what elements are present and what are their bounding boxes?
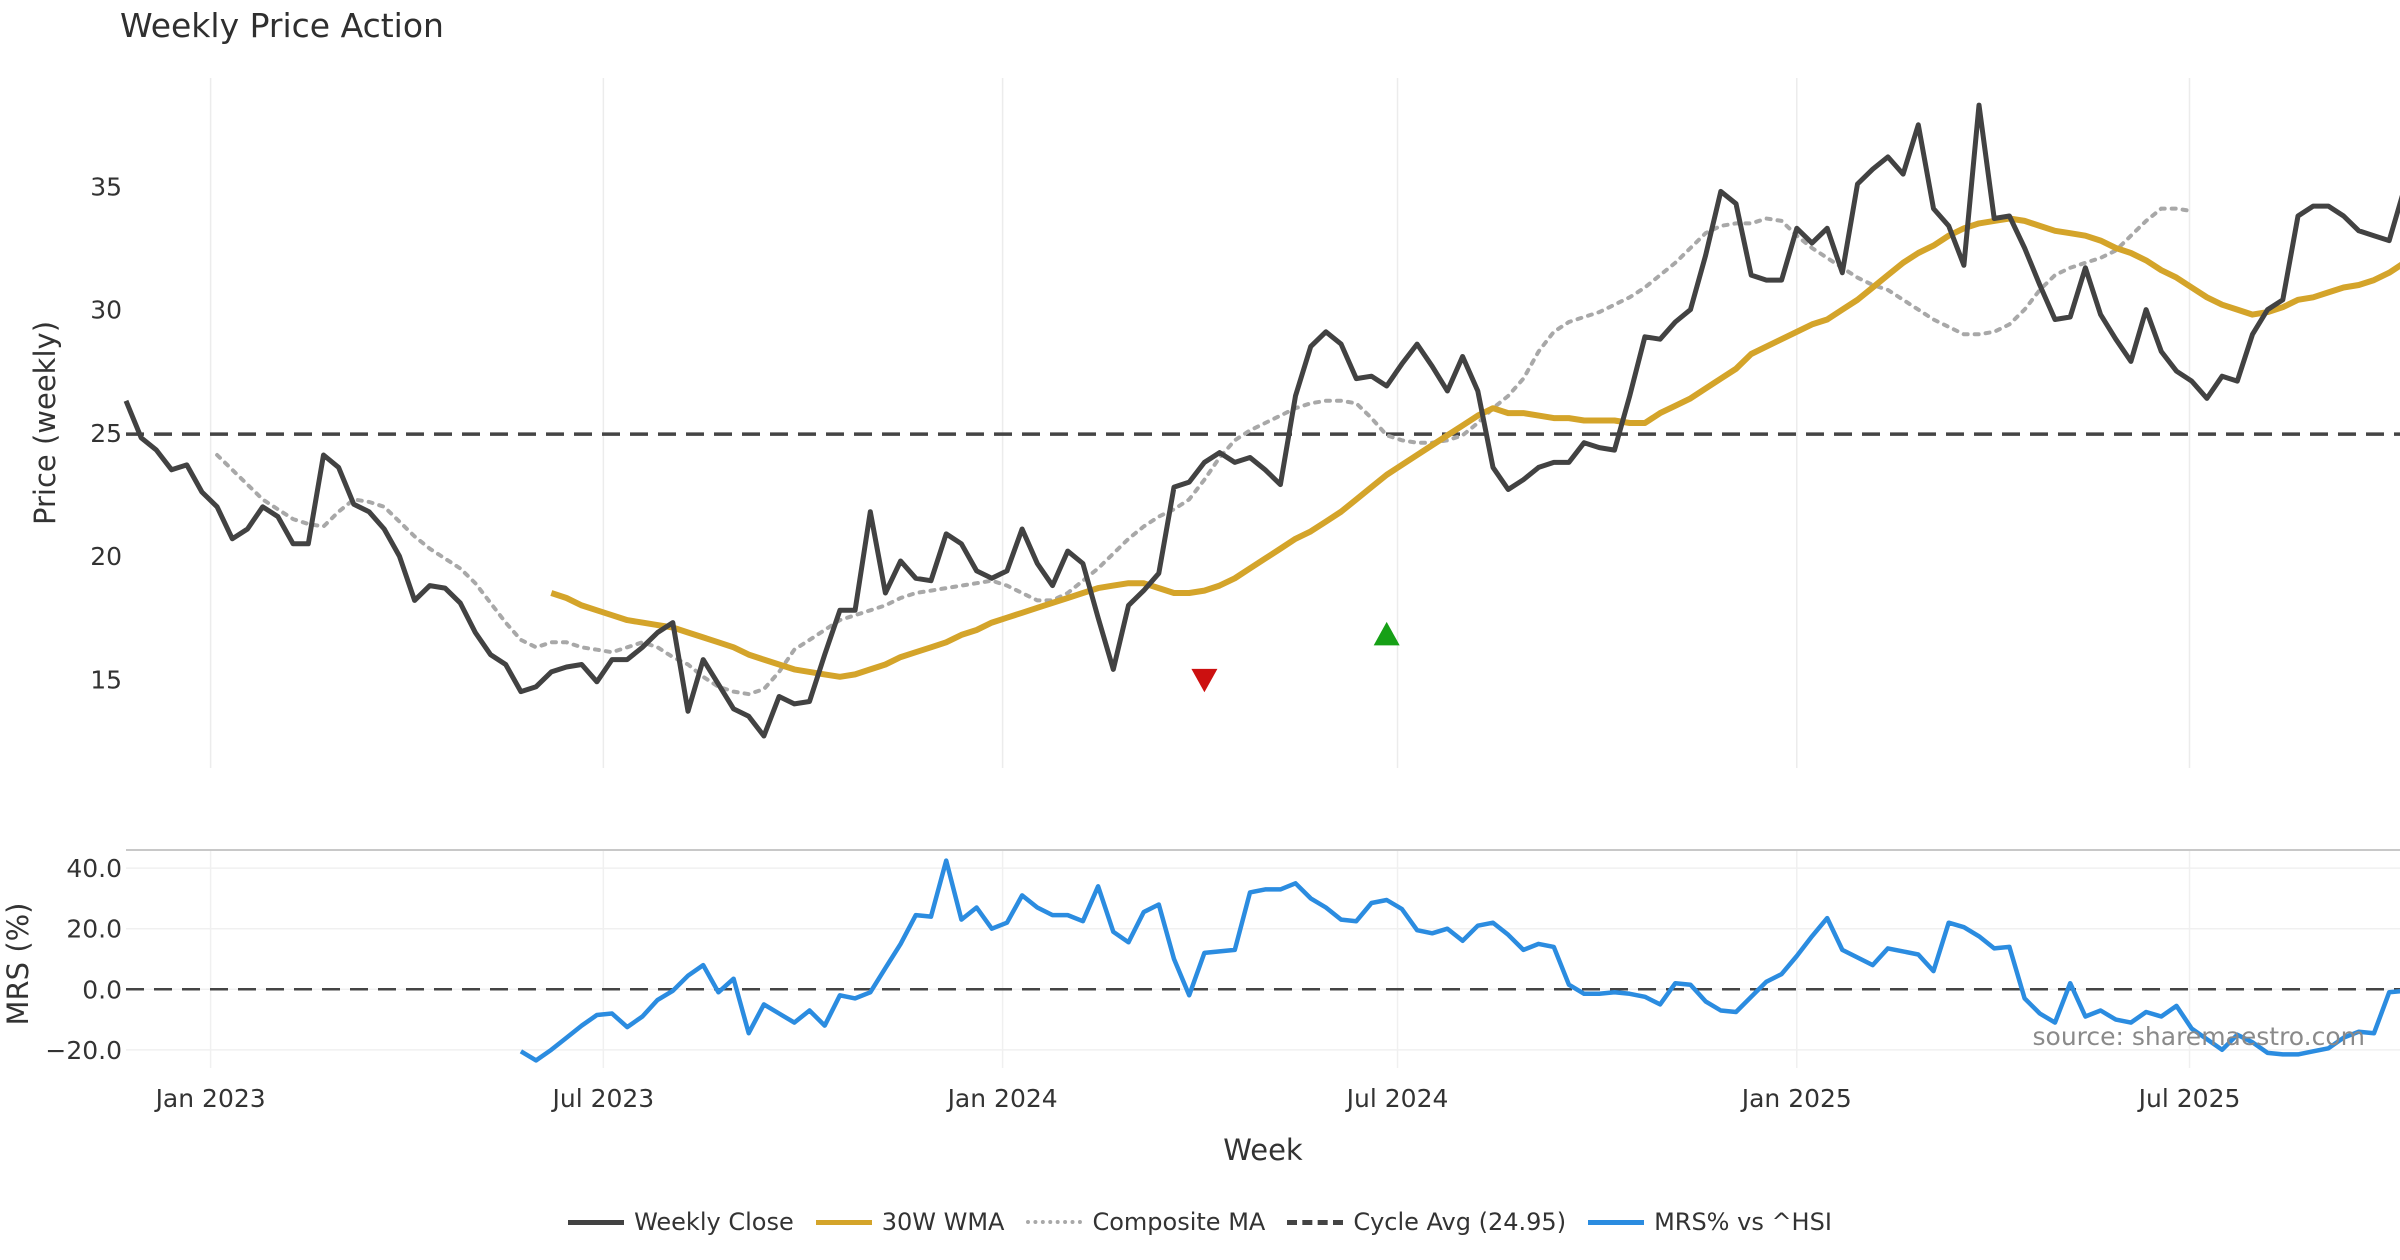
mrs-ylabel: MRS (%) — [1, 903, 35, 1026]
legend-item-wma: 30W WMA — [815, 1208, 1005, 1236]
legend-label: MRS% vs ^HSI — [1654, 1208, 1832, 1236]
mrs-ytick-label: 40.0 — [66, 854, 122, 883]
legend-swatch-close — [568, 1219, 625, 1225]
legend-swatch-wma — [815, 1219, 872, 1225]
legend-swatch-mrs — [1588, 1219, 1645, 1225]
legend-item-cycle: Cycle Avg (24.95) — [1287, 1208, 1566, 1236]
weekly-close-line — [123, 102, 2400, 739]
price-ytick-label: 25 — [90, 419, 122, 448]
price-ytick-label: 30 — [90, 296, 122, 325]
legend-label: Cycle Avg (24.95) — [1353, 1208, 1567, 1236]
chart-title: Weekly Price Action — [120, 6, 444, 45]
xtick-label: Jan 2024 — [946, 1084, 1058, 1113]
xtick-label: Jan 2025 — [1740, 1084, 1852, 1113]
source-note: source: sharemaestro.com — [2033, 1022, 2366, 1051]
legend-swatch-composite — [1026, 1220, 1083, 1224]
sell-signal-marker-0 — [1191, 668, 1218, 693]
legend-label: Weekly Close — [634, 1208, 794, 1236]
price-ytick-label: 20 — [90, 542, 122, 571]
legend-label: Composite MA — [1092, 1208, 1266, 1236]
xtick-label: Jul 2024 — [1345, 1084, 1449, 1113]
legend-item-composite: Composite MA — [1026, 1208, 1265, 1236]
wma-30w-line — [550, 215, 2400, 680]
composite-ma-line — [215, 206, 2194, 697]
price-ytick-label: 35 — [90, 172, 122, 201]
mrs-line — [519, 858, 2400, 1063]
mrs-ytick-label: 0.0 — [82, 975, 122, 1004]
xtick-label: Jul 2023 — [550, 1084, 654, 1113]
price-ytick-label: 15 — [90, 665, 122, 694]
legend-item-close: Weekly Close — [568, 1208, 794, 1236]
legend: Weekly Close 30W WMA Composite MA Cycle Avg… — [0, 1208, 2400, 1236]
buy-signal-marker-1 — [1373, 621, 1400, 646]
xtick-label: Jul 2025 — [2137, 1084, 2241, 1113]
legend-item-mrs: MRS% vs ^HSI — [1588, 1208, 1832, 1236]
price-ylabel: Price (weekly) — [28, 321, 62, 525]
xtick-label: Jan 2023 — [154, 1084, 266, 1113]
legend-swatch-cycle — [1287, 1219, 1344, 1225]
mrs-ytick-label: 20.0 — [66, 915, 122, 944]
xlabel: Week — [1223, 1133, 1303, 1167]
mrs-ytick-label: −20.0 — [45, 1036, 122, 1065]
legend-label: 30W WMA — [881, 1208, 1005, 1236]
